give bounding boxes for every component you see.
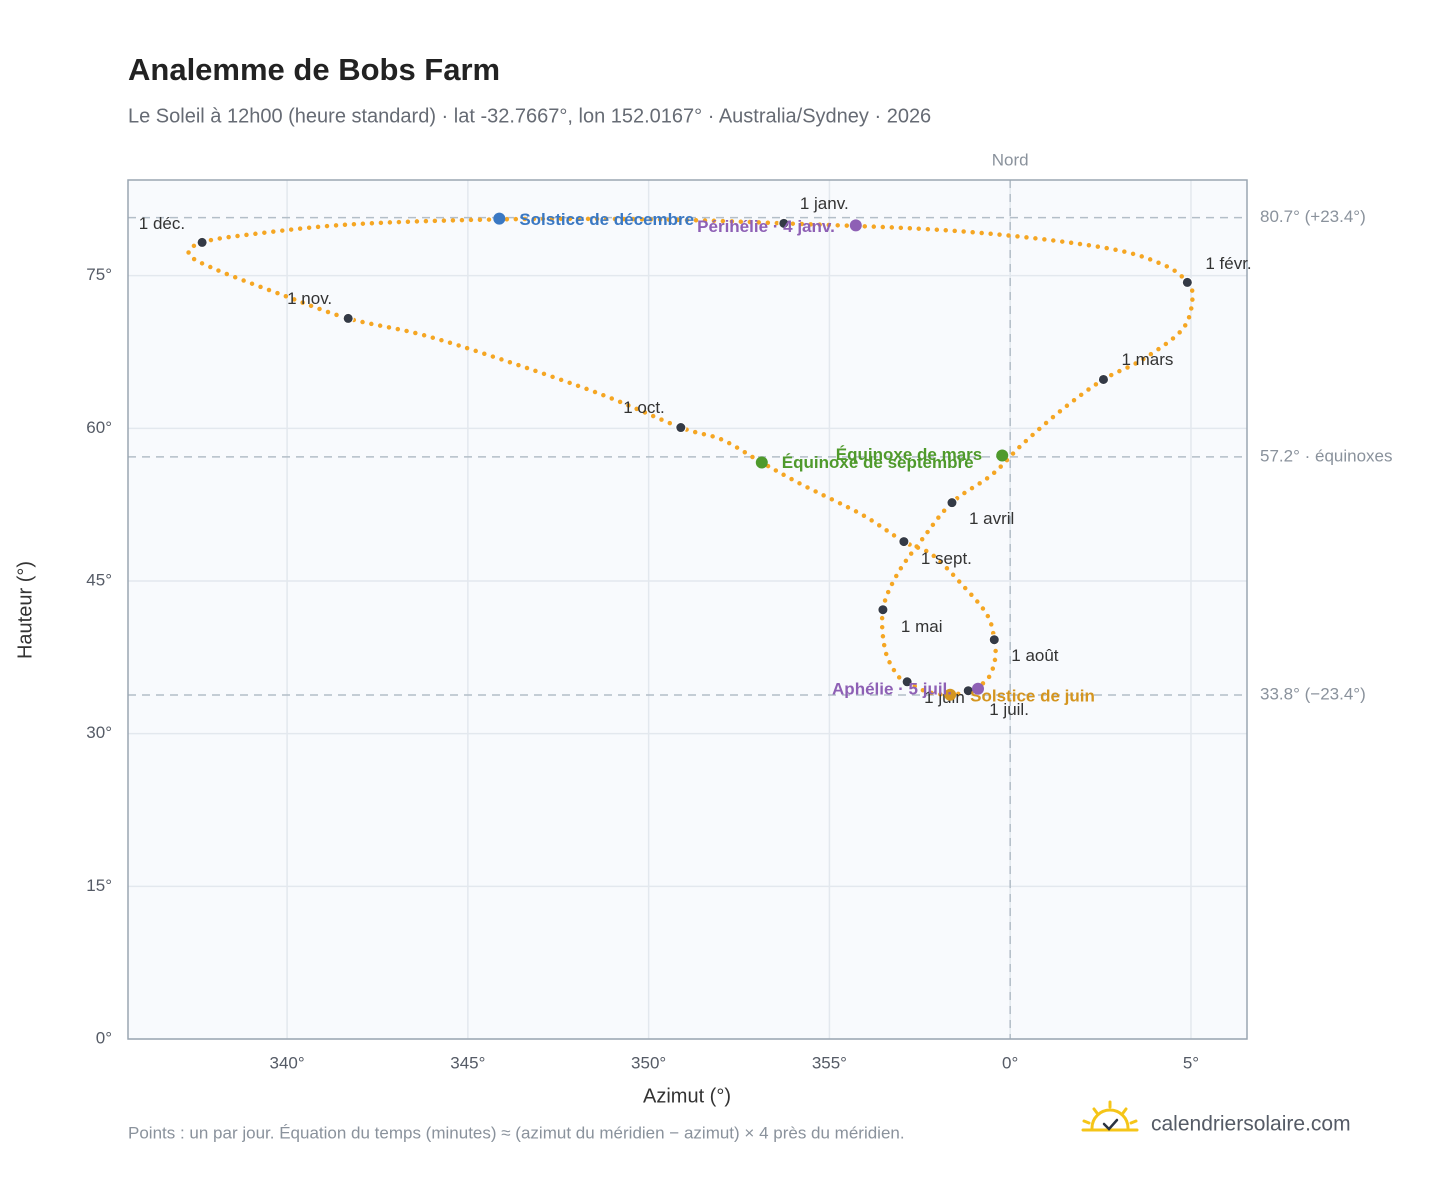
analemma-curve xyxy=(186,216,1195,698)
x-tick-label: 340° xyxy=(269,1053,304,1072)
chart-title: Analemme de Bobs Farm xyxy=(128,52,500,87)
x-axis-label: Azimut (°) xyxy=(643,1085,731,1107)
month-marker xyxy=(196,236,208,248)
month-marker xyxy=(946,497,958,509)
month-label: 1 nov. xyxy=(287,289,332,308)
month-marker xyxy=(342,312,354,324)
month-marker xyxy=(988,634,1000,646)
north-label: Nord xyxy=(992,150,1029,169)
reference-label: 33.8° (−23.4°) xyxy=(1260,684,1366,703)
y-tick-label: 75° xyxy=(86,265,112,284)
x-tick-label: 5° xyxy=(1183,1053,1199,1072)
month-marker xyxy=(898,536,910,548)
event-marker xyxy=(972,682,985,695)
brand-logo xyxy=(1081,1100,1139,1132)
y-axis-label: Hauteur (°) xyxy=(14,561,36,659)
event-label: Aphélie · 5 juil. xyxy=(832,679,952,698)
event-label: Solstice de juin xyxy=(970,686,1095,705)
event-label: Équinoxe de septembre xyxy=(782,453,974,472)
x-tick-label: 345° xyxy=(450,1053,485,1072)
event-marker xyxy=(944,688,957,701)
month-marker xyxy=(675,422,687,434)
y-tick-label: 30° xyxy=(86,723,112,742)
event-label: Solstice de décembre xyxy=(519,210,694,229)
event-label: Équinoxe de mars xyxy=(836,445,982,464)
month-marker xyxy=(1181,276,1193,288)
month-label: 1 sept. xyxy=(921,549,972,568)
plot-area xyxy=(128,180,1247,1039)
event-label: Périhélie · 4 janv. xyxy=(697,217,835,236)
reference-label: 57.2° · équinoxes xyxy=(1260,446,1393,465)
event-marker xyxy=(755,456,768,469)
month-label: 1 déc. xyxy=(139,214,185,233)
month-label: 1 avril xyxy=(969,509,1014,528)
plot-border xyxy=(127,179,1248,1040)
footnote: Points : un par jour. Équation du temps … xyxy=(128,1123,905,1142)
brand-name: calendriersolaire.com xyxy=(1151,1113,1351,1136)
month-label: 1 août xyxy=(1011,646,1059,665)
event-marker xyxy=(849,219,862,232)
month-marker xyxy=(778,217,790,229)
month-label: 1 janv. xyxy=(800,194,849,213)
event-marker xyxy=(996,449,1009,462)
x-tick-label: 355° xyxy=(812,1053,847,1072)
y-tick-label: 0° xyxy=(96,1028,112,1047)
month-label: 1 févr. xyxy=(1205,254,1251,273)
chart-subtitle: Le Soleil à 12h00 (heure standard) · lat… xyxy=(128,105,931,127)
month-label: 1 juil. xyxy=(989,700,1029,719)
month-label: 1 mars xyxy=(1121,350,1173,369)
month-marker xyxy=(1097,373,1109,385)
y-tick-label: 15° xyxy=(86,876,112,895)
y-tick-label: 60° xyxy=(86,418,112,437)
month-marker xyxy=(901,676,913,688)
month-marker xyxy=(877,604,889,616)
y-tick-label: 45° xyxy=(86,570,112,589)
month-label: 1 oct. xyxy=(623,398,665,417)
event-marker xyxy=(493,212,506,225)
x-tick-label: 350° xyxy=(631,1053,666,1072)
month-label: 1 mai xyxy=(901,617,943,636)
x-tick-label: 0° xyxy=(1002,1053,1018,1072)
reference-label: 80.7° (+23.4°) xyxy=(1260,207,1366,226)
